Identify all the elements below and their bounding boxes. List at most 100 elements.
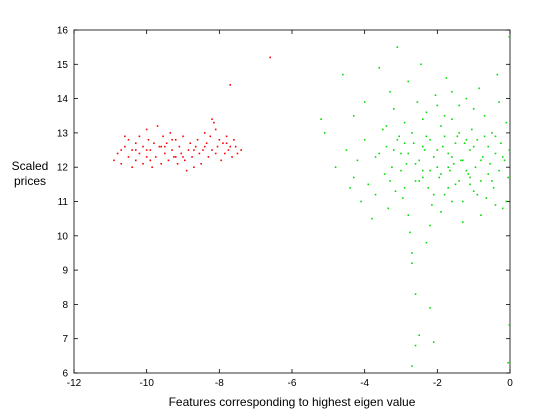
data-point-series-1 bbox=[193, 149, 195, 151]
data-points bbox=[113, 36, 511, 367]
data-point-series-2 bbox=[456, 135, 459, 138]
data-point-series-2 bbox=[472, 145, 475, 148]
data-point-series-1 bbox=[196, 138, 199, 141]
x-tick-label: 0 bbox=[507, 378, 513, 389]
data-point-series-2 bbox=[398, 135, 400, 138]
data-point-series-2 bbox=[440, 210, 442, 213]
data-point-series-2 bbox=[440, 125, 442, 127]
data-point-series-2 bbox=[447, 186, 450, 189]
data-point-series-2 bbox=[465, 169, 468, 172]
data-point-series-2 bbox=[407, 214, 410, 217]
data-point-series-2 bbox=[429, 169, 431, 172]
data-point-series-2 bbox=[451, 90, 453, 93]
axis-ticks: -12 -10 -8 -6 -4 -2 0 6 7 8 9 10 11 12 13 14 15 16 bbox=[57, 26, 513, 390]
data-point-series-2 bbox=[400, 169, 402, 172]
y-tick-label: 13 bbox=[57, 128, 69, 139]
data-point-series-2 bbox=[492, 186, 495, 189]
data-point-series-2 bbox=[478, 87, 480, 90]
data-point-series-1 bbox=[204, 145, 206, 148]
y-tick-label: 7 bbox=[62, 334, 68, 345]
data-point-series-2 bbox=[363, 101, 366, 103]
data-point-series-1 bbox=[113, 159, 115, 162]
data-point-series-2 bbox=[452, 162, 455, 165]
data-point-series-2 bbox=[323, 132, 326, 134]
data-point-series-1 bbox=[142, 145, 144, 148]
data-point-series-2 bbox=[498, 101, 500, 103]
data-point-series-1 bbox=[149, 159, 152, 162]
data-point-series-1 bbox=[127, 138, 130, 141]
data-point-series-1 bbox=[142, 162, 144, 165]
data-point-series-2 bbox=[396, 46, 399, 48]
data-point-series-2 bbox=[487, 173, 489, 175]
data-point-series-1 bbox=[116, 152, 119, 155]
data-point-series-1 bbox=[225, 135, 228, 138]
data-point-series-2 bbox=[465, 138, 468, 141]
data-point-series-1 bbox=[214, 152, 217, 155]
data-point-series-1 bbox=[145, 156, 148, 158]
data-point-series-2 bbox=[334, 166, 337, 168]
data-point-series-1 bbox=[145, 128, 148, 131]
data-point-series-2 bbox=[320, 118, 322, 120]
data-point-series-2 bbox=[458, 104, 460, 107]
data-point-series-1 bbox=[234, 145, 237, 148]
data-point-series-2 bbox=[436, 166, 439, 168]
data-point-series-1 bbox=[198, 152, 201, 155]
data-point-series-1 bbox=[153, 142, 155, 144]
data-point-series-2 bbox=[432, 193, 435, 196]
data-point-series-2 bbox=[360, 200, 362, 203]
data-point-series-1 bbox=[193, 166, 195, 168]
data-point-series-1 bbox=[207, 156, 210, 158]
y-axis-label-line2: prices bbox=[14, 174, 46, 188]
data-point-series-2 bbox=[378, 66, 380, 69]
data-point-series-1 bbox=[165, 142, 168, 144]
data-point-series-1 bbox=[220, 159, 222, 162]
data-point-series-1 bbox=[171, 138, 173, 141]
data-point-series-1 bbox=[134, 142, 137, 144]
data-point-series-2 bbox=[414, 162, 417, 165]
data-point-series-1 bbox=[211, 118, 213, 120]
data-point-series-2 bbox=[411, 365, 413, 367]
data-point-series-1 bbox=[160, 162, 162, 165]
data-point-series-2 bbox=[451, 200, 453, 203]
plot-frame bbox=[73, 29, 511, 374]
data-point-series-2 bbox=[352, 114, 355, 117]
data-point-series-1 bbox=[202, 149, 204, 151]
data-point-series-2 bbox=[412, 142, 415, 144]
data-point-series-1 bbox=[180, 152, 182, 155]
data-point-series-1 bbox=[151, 166, 153, 168]
data-point-series-2 bbox=[420, 63, 422, 66]
data-point-series-2 bbox=[474, 166, 477, 168]
data-point-series-2 bbox=[507, 176, 509, 179]
data-point-series-1 bbox=[178, 145, 181, 148]
data-point-series-2 bbox=[443, 114, 446, 117]
data-point-series-1 bbox=[138, 135, 141, 138]
data-point-series-1 bbox=[227, 149, 230, 151]
data-point-series-2 bbox=[476, 138, 479, 141]
data-point-series-2 bbox=[472, 190, 475, 193]
data-point-series-1 bbox=[204, 132, 206, 134]
data-point-series-2 bbox=[407, 80, 410, 83]
data-point-series-1 bbox=[211, 149, 213, 151]
data-point-series-1 bbox=[124, 145, 126, 148]
y-tick-label: 15 bbox=[57, 60, 69, 71]
data-point-series-2 bbox=[491, 132, 493, 134]
data-point-series-2 bbox=[463, 142, 466, 144]
y-tick-label: 11 bbox=[58, 197, 69, 208]
data-point-series-1 bbox=[182, 135, 184, 138]
data-point-series-2 bbox=[418, 180, 420, 182]
data-point-series-1 bbox=[225, 142, 228, 144]
data-point-series-2 bbox=[403, 142, 406, 144]
data-point-series-2 bbox=[436, 149, 439, 151]
data-point-series-1 bbox=[200, 162, 202, 165]
data-point-series-2 bbox=[414, 293, 417, 295]
data-point-series-1 bbox=[240, 149, 242, 151]
data-point-series-1 bbox=[147, 138, 150, 141]
data-point-series-1 bbox=[176, 162, 179, 165]
data-point-series-2 bbox=[465, 97, 468, 100]
x-tick-label: -2 bbox=[433, 378, 442, 389]
data-point-series-2 bbox=[389, 90, 391, 93]
data-point-series-1 bbox=[120, 149, 123, 151]
data-point-series-2 bbox=[349, 186, 351, 189]
data-point-series-2 bbox=[505, 200, 508, 203]
